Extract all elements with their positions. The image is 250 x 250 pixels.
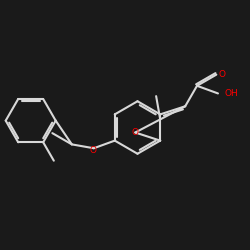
Text: OH: OH — [224, 89, 238, 98]
Text: O: O — [89, 146, 96, 155]
Text: O: O — [219, 70, 226, 79]
Text: O: O — [132, 128, 139, 137]
